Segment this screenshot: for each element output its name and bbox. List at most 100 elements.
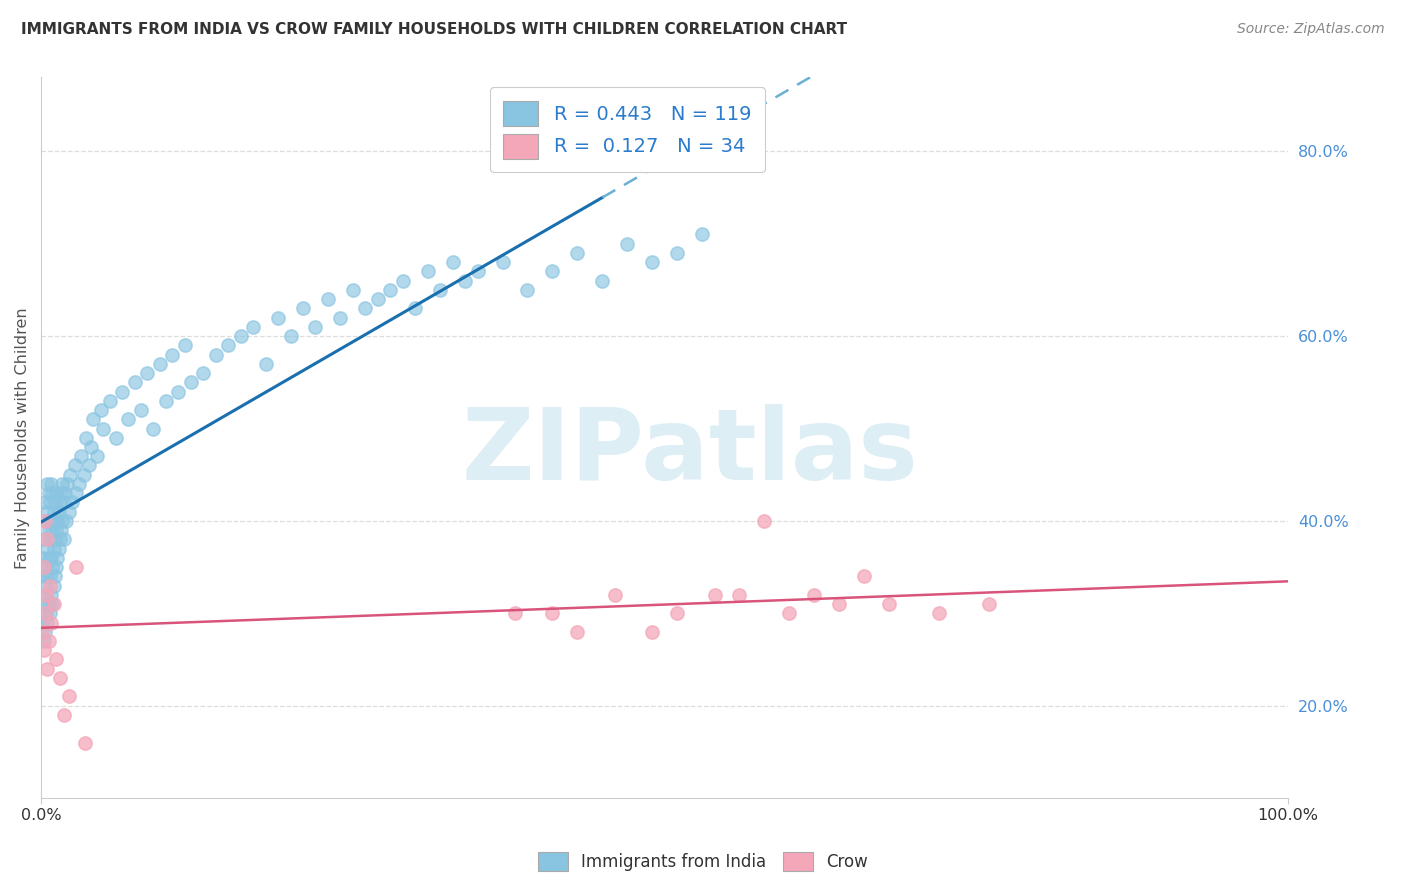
Point — [242, 319, 264, 334]
Point — [641, 624, 664, 639]
Point — [82, 412, 104, 426]
Point — [778, 607, 800, 621]
Point — [404, 301, 426, 316]
Point — [193, 366, 215, 380]
Point — [853, 569, 876, 583]
Point — [129, 403, 152, 417]
Legend: R = 0.443   N = 119, R =  0.127   N = 34: R = 0.443 N = 119, R = 0.127 N = 34 — [489, 87, 765, 172]
Point — [52, 495, 75, 509]
Point — [42, 597, 65, 611]
Point — [44, 569, 66, 583]
Point — [136, 366, 159, 380]
Point — [516, 283, 538, 297]
Point — [666, 607, 689, 621]
Point — [703, 588, 725, 602]
Point — [567, 246, 589, 260]
Point — [828, 597, 851, 611]
Point — [217, 338, 239, 352]
Point — [65, 560, 87, 574]
Legend: Immigrants from India, Crow: Immigrants from India, Crow — [530, 843, 876, 880]
Point — [329, 310, 352, 325]
Point — [31, 624, 53, 639]
Point — [49, 533, 72, 547]
Point — [38, 597, 60, 611]
Point — [37, 662, 59, 676]
Point — [616, 236, 638, 251]
Point — [38, 634, 60, 648]
Point — [160, 348, 183, 362]
Point — [391, 274, 413, 288]
Point — [48, 505, 70, 519]
Point — [35, 607, 58, 621]
Point — [142, 421, 165, 435]
Point — [977, 597, 1000, 611]
Point — [37, 477, 59, 491]
Point — [34, 533, 56, 547]
Point — [204, 348, 226, 362]
Point — [39, 514, 62, 528]
Point — [32, 643, 55, 657]
Point — [48, 541, 70, 556]
Point — [38, 523, 60, 537]
Point — [34, 514, 56, 528]
Point — [37, 569, 59, 583]
Point — [52, 533, 75, 547]
Point — [67, 477, 90, 491]
Point — [603, 588, 626, 602]
Point — [35, 514, 58, 528]
Point — [60, 495, 83, 509]
Point — [467, 264, 489, 278]
Point — [155, 393, 177, 408]
Point — [63, 458, 86, 473]
Point — [51, 514, 73, 528]
Point — [32, 560, 55, 574]
Point — [666, 246, 689, 260]
Point — [803, 588, 825, 602]
Point — [39, 615, 62, 630]
Y-axis label: Family Households with Children: Family Households with Children — [15, 307, 30, 568]
Point — [367, 292, 389, 306]
Point — [73, 736, 96, 750]
Point — [37, 541, 59, 556]
Point — [42, 541, 65, 556]
Point — [267, 310, 290, 325]
Point — [53, 486, 76, 500]
Point — [52, 707, 75, 722]
Point — [51, 477, 73, 491]
Point — [45, 560, 67, 574]
Point — [38, 550, 60, 565]
Point — [55, 514, 77, 528]
Point — [90, 403, 112, 417]
Point — [58, 690, 80, 704]
Point — [38, 578, 60, 592]
Point — [229, 329, 252, 343]
Point — [58, 505, 80, 519]
Point — [754, 514, 776, 528]
Point — [429, 283, 451, 297]
Point — [39, 477, 62, 491]
Point — [877, 597, 900, 611]
Point — [49, 486, 72, 500]
Point — [38, 569, 60, 583]
Point — [567, 624, 589, 639]
Point — [541, 607, 564, 621]
Point — [31, 615, 53, 630]
Point — [34, 578, 56, 592]
Point — [37, 615, 59, 630]
Point — [38, 495, 60, 509]
Point — [44, 495, 66, 509]
Point — [149, 357, 172, 371]
Point — [34, 624, 56, 639]
Point — [180, 376, 202, 390]
Point — [34, 495, 56, 509]
Point — [42, 505, 65, 519]
Point — [45, 523, 67, 537]
Point — [46, 550, 69, 565]
Point — [65, 486, 87, 500]
Point — [35, 588, 58, 602]
Text: IMMIGRANTS FROM INDIA VS CROW FAMILY HOUSEHOLDS WITH CHILDREN CORRELATION CHART: IMMIGRANTS FROM INDIA VS CROW FAMILY HOU… — [21, 22, 848, 37]
Point — [117, 412, 139, 426]
Point — [280, 329, 302, 343]
Point — [292, 301, 315, 316]
Point — [38, 486, 60, 500]
